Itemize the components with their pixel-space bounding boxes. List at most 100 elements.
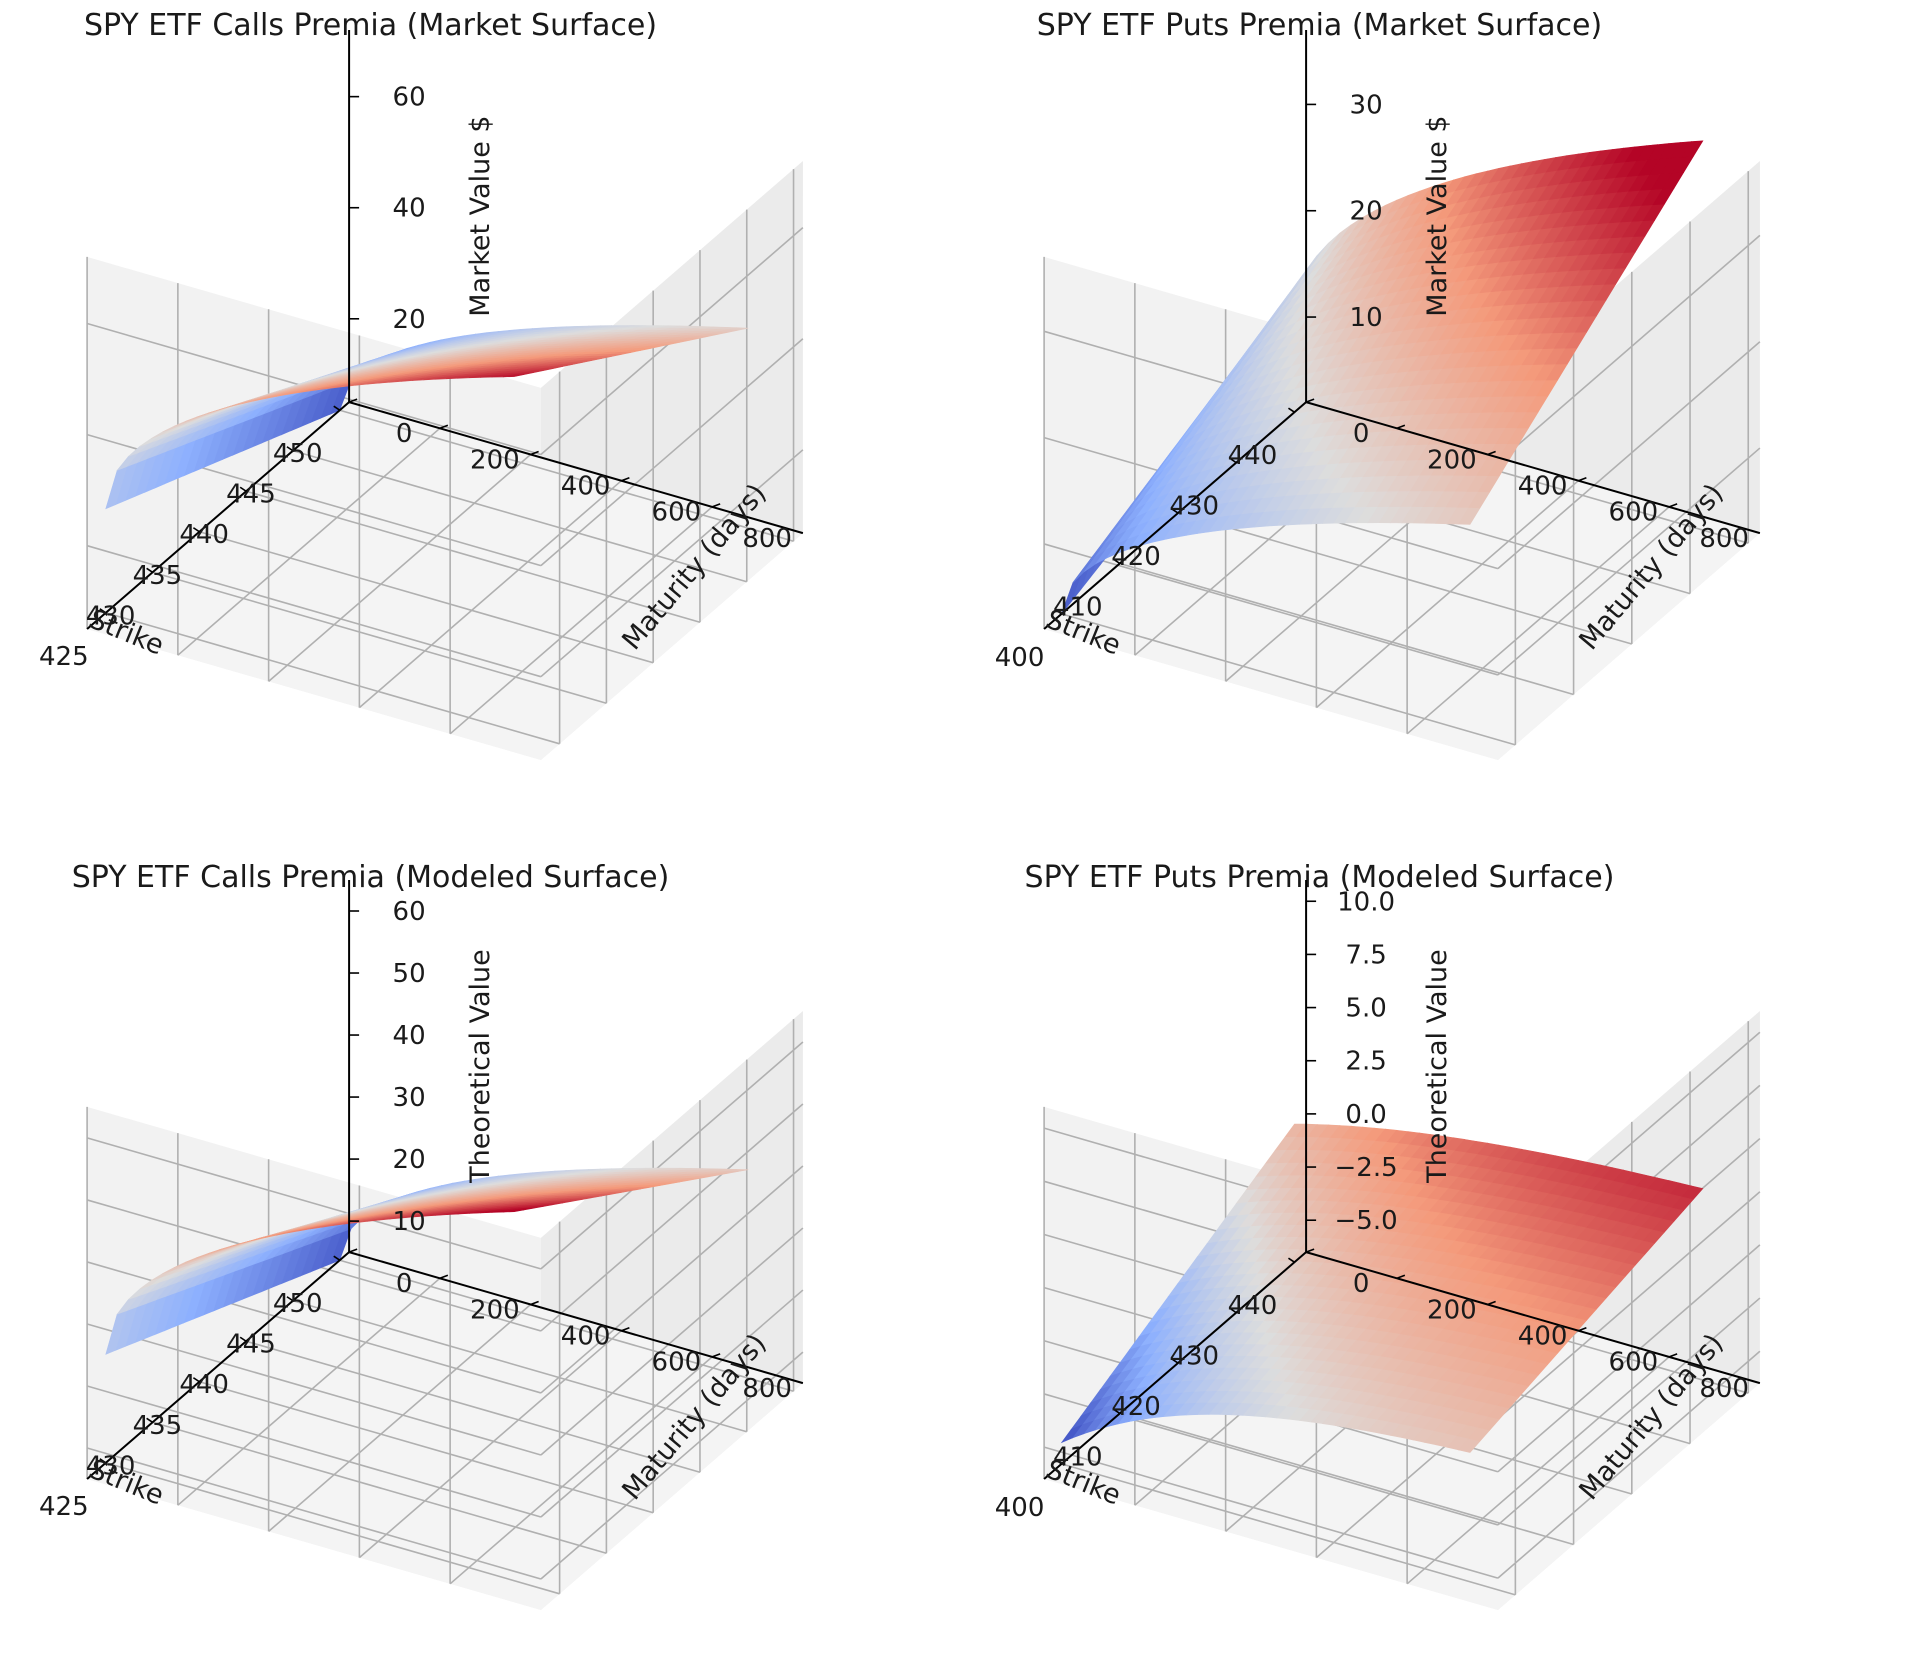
surface xyxy=(105,325,749,510)
gridline-x-floor xyxy=(1177,512,1633,645)
surface-plot-3d: 4254304354404454500200400600800204060Str… xyxy=(39,29,804,761)
z-tick-label: 10.0 xyxy=(1337,887,1395,917)
gridline-x-floor xyxy=(292,449,747,583)
z-tick-label: 10 xyxy=(393,1207,426,1237)
y-tick-mark xyxy=(1487,1300,1496,1306)
y-tick-label: 600 xyxy=(652,1348,702,1378)
y-tick-label: 800 xyxy=(742,1374,792,1404)
x-tick-mark xyxy=(1113,558,1121,565)
x-tick-label: 420 xyxy=(1111,542,1161,572)
y-tick-mark xyxy=(1396,1274,1406,1280)
x-axis-line xyxy=(1043,1251,1307,1480)
z-tick-label: 20 xyxy=(393,1145,426,1175)
gridline-y-floor xyxy=(1406,506,1670,735)
y-tick-label: 0 xyxy=(1353,1269,1370,1299)
puts-modeled-surface-panel: SPY ETF Puts Premia (Modeled Surface) 40… xyxy=(957,850,1914,1679)
y-tick-mark xyxy=(1578,476,1587,482)
gridline-y-floor xyxy=(177,1277,441,1506)
z-tick-label: 60 xyxy=(393,83,426,113)
y-tick-mark xyxy=(530,450,539,456)
x-tick-mark xyxy=(99,608,107,614)
y-tick-label: 0 xyxy=(396,1269,413,1299)
gridline-y-floor xyxy=(177,427,441,656)
gridline-z-back xyxy=(1497,341,1761,570)
x-tick-label: 435 xyxy=(133,1411,183,1441)
gridline-z-back xyxy=(1497,447,1761,676)
y-tick-label: 200 xyxy=(1427,445,1477,475)
surface-facet xyxy=(1458,1438,1481,1453)
gridline-y-floor xyxy=(449,506,713,735)
x-tick-mark xyxy=(1055,1459,1063,1465)
surface-plot-3d: 425 430 435 440 445 450 0 200 400 600 800 10 20 30 40 5… xyxy=(39,879,804,1611)
x-tick-mark xyxy=(239,486,247,492)
gridline-z-back xyxy=(540,338,804,567)
surface-plot-3d: 400 410 420 430 440 0 200 400 600 800 10.0 7.5 5.0 2.… xyxy=(995,879,1761,1611)
y-tick-label: 400 xyxy=(561,1322,611,1352)
y-tick-label: 600 xyxy=(652,498,702,528)
surface-facet xyxy=(1458,507,1481,525)
gridline-x-floor xyxy=(245,1340,701,1474)
x-tick-label: 410 xyxy=(1053,1442,1103,1472)
gridline-z-back xyxy=(540,449,804,678)
y-tick-label: 600 xyxy=(1609,498,1659,528)
puts-market-surface-panel: SPY ETF Puts Premia (Market Surface) 400… xyxy=(957,0,1914,829)
x-tick-mark xyxy=(1288,1257,1295,1263)
gridline-x-floor xyxy=(339,409,794,542)
y-axis-line xyxy=(348,401,804,535)
x-tick-label: 445 xyxy=(226,1330,276,1360)
gridline-x-floor xyxy=(105,612,560,745)
chart-title: SPY ETF Puts Premia (Market Surface) xyxy=(1036,8,1603,43)
gridline-z-back xyxy=(540,1103,804,1332)
gridline-z-back xyxy=(540,1041,804,1270)
y-tick-label: 400 xyxy=(561,472,611,502)
y-tick-label: 800 xyxy=(1699,1374,1749,1404)
x-tick-label: 440 xyxy=(179,1370,229,1400)
x-tick-label: 430 xyxy=(1169,492,1219,522)
gridline-z-left xyxy=(1043,543,1499,676)
y-tick-mark xyxy=(711,503,721,508)
gridline-z-left xyxy=(1043,1446,1499,1579)
y-tick-label: 800 xyxy=(1699,524,1749,554)
y-tick-label: 600 xyxy=(1609,1348,1659,1378)
x-tick-mark xyxy=(333,1255,341,1261)
x-tick-label: 400 xyxy=(995,1493,1045,1523)
gridline-x-floor xyxy=(1061,613,1516,746)
calls-market-surface-panel: SPY ETF Calls Premia (Market Surface) 42… xyxy=(0,0,957,829)
x-tick-mark xyxy=(1229,1307,1237,1314)
x-tick-label: 425 xyxy=(39,642,89,672)
y-tick-label: 200 xyxy=(1427,1295,1477,1325)
y-tick-mark xyxy=(439,424,449,430)
x-tick-mark xyxy=(333,405,341,411)
z-axis-label: Market Value $ xyxy=(465,115,496,316)
y-tick-label: 0 xyxy=(1353,419,1370,449)
y-axis-line xyxy=(1305,1251,1761,1385)
y-tick-mark xyxy=(1396,424,1406,430)
gridline-y-floor xyxy=(268,453,532,683)
x-tick-mark xyxy=(1171,1358,1179,1364)
z-tick-label: 40 xyxy=(393,194,426,224)
z-tick-label: 30 xyxy=(1350,90,1383,120)
gridline-y-floor xyxy=(1315,480,1579,709)
surface-facet xyxy=(502,374,525,378)
z-tick-label: 5.0 xyxy=(1345,994,1386,1024)
gridline-x-floor xyxy=(1061,1463,1516,1596)
gridline-z-back xyxy=(540,1227,804,1456)
gridline-x-floor xyxy=(245,490,701,624)
y-tick-mark xyxy=(621,1326,630,1332)
y-tick-label: 200 xyxy=(470,445,520,475)
x-tick-label: 410 xyxy=(1053,592,1103,622)
y-tick-mark xyxy=(439,1274,449,1280)
y-axis-line xyxy=(348,1251,804,1385)
gridline-y-floor xyxy=(1406,1356,1670,1585)
z-tick-label: 0.0 xyxy=(1345,1100,1386,1130)
y-tick-mark xyxy=(711,1353,721,1358)
gridline-y-floor xyxy=(358,480,622,709)
gridline-z-back xyxy=(540,1165,804,1394)
x-tick-mark xyxy=(286,446,294,452)
x-tick-mark xyxy=(146,567,154,573)
x-tick-mark xyxy=(286,1296,294,1302)
z-tick-label: 7.5 xyxy=(1345,940,1386,970)
chart-title: SPY ETF Calls Premia (Modeled Surface) xyxy=(71,860,670,895)
x-tick-label: 425 xyxy=(39,1492,89,1522)
x-axis-line xyxy=(1043,401,1307,630)
